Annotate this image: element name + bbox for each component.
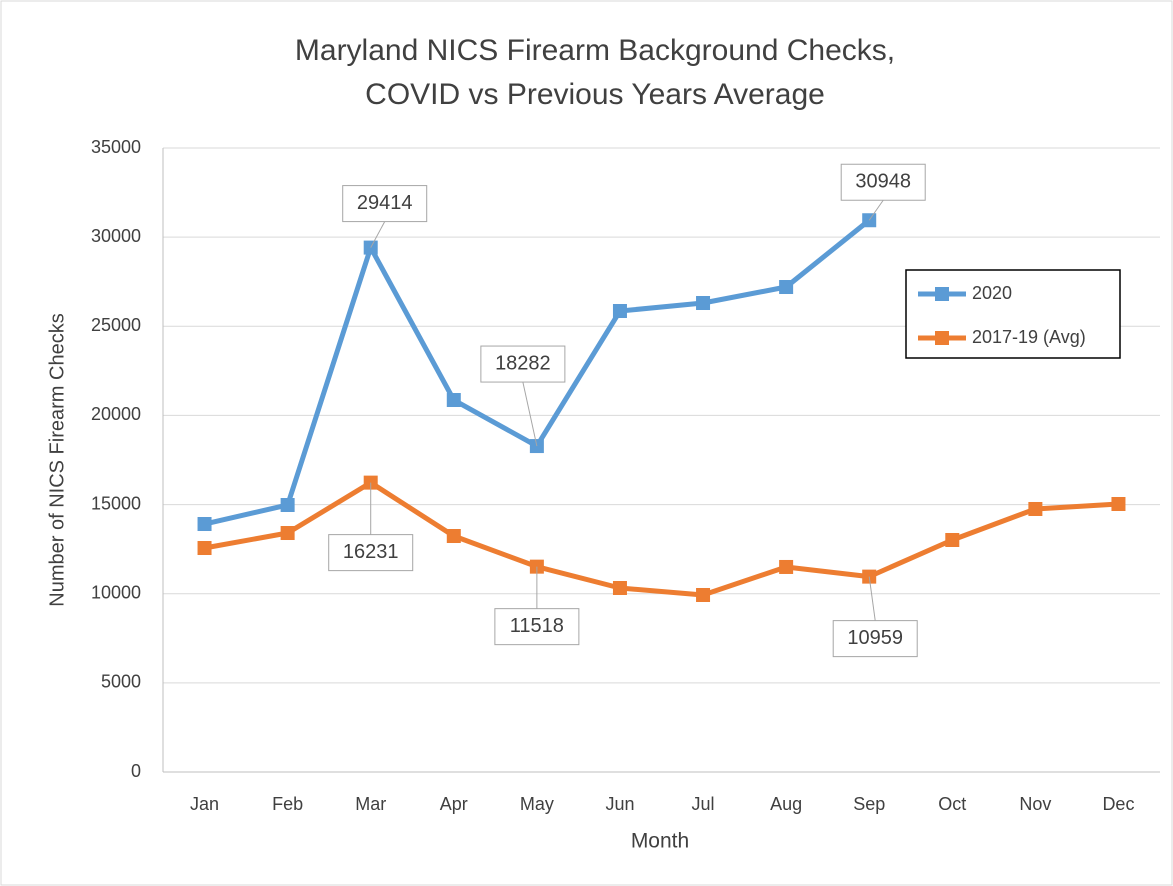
x-tick-label: Oct <box>938 794 966 814</box>
point-marker <box>612 304 627 319</box>
data-label: 11518 <box>510 615 564 637</box>
x-tick-label: Feb <box>272 794 303 814</box>
point-marker <box>1111 497 1126 512</box>
data-label-box <box>328 534 414 572</box>
x-tick-label: Apr <box>440 794 468 814</box>
callout-line <box>370 221 386 248</box>
y-axis-label: Number of NICS Firearm Checks <box>46 313 68 606</box>
data-label: 29414 <box>357 192 413 214</box>
point-marker <box>696 587 711 602</box>
data-label: 10959 <box>847 627 903 649</box>
data-label-box <box>832 620 918 658</box>
y-tick-label: 30000 <box>91 226 141 246</box>
point-marker <box>197 517 212 532</box>
plot-area <box>163 148 1160 772</box>
data-label-box <box>494 608 580 646</box>
x-tick-label: Jun <box>605 794 634 814</box>
data-label-box <box>342 185 428 223</box>
legend-marker <box>935 287 949 301</box>
y-tick-label: 0 <box>131 761 141 781</box>
x-tick-label: Jan <box>190 794 219 814</box>
x-tick-label: Dec <box>1102 794 1134 814</box>
data-label-box <box>840 163 926 201</box>
legend-label: 2017-19 (Avg) <box>972 327 1086 347</box>
point-marker <box>446 529 461 544</box>
point-marker <box>446 393 461 408</box>
x-tick-label: Nov <box>1019 794 1051 814</box>
callout-line <box>522 381 538 447</box>
y-tick-label: 20000 <box>91 404 141 424</box>
legend-label: 2020 <box>972 283 1012 303</box>
point-marker <box>612 580 627 595</box>
x-tick-label: May <box>520 794 554 814</box>
point-marker <box>280 497 295 512</box>
chart-title: COVID vs Previous Years Average <box>365 78 825 111</box>
callout-line <box>868 576 876 621</box>
data-label: 18282 <box>495 352 551 374</box>
data-label-box <box>480 345 566 383</box>
point-marker <box>779 559 794 574</box>
point-marker <box>1028 501 1043 516</box>
point-marker <box>779 280 794 295</box>
data-label: 16231 <box>343 541 399 563</box>
point-marker <box>280 526 295 541</box>
x-tick-label: Mar <box>355 794 386 814</box>
x-tick-label: Sep <box>853 794 885 814</box>
data-label: 30948 <box>855 171 911 193</box>
y-tick-label: 5000 <box>101 672 141 692</box>
y-tick-label: 35000 <box>91 137 141 157</box>
point-marker <box>945 532 960 547</box>
y-tick-label: 10000 <box>91 582 141 602</box>
y-tick-label: 25000 <box>91 315 141 335</box>
point-marker <box>197 541 212 556</box>
x-tick-label: Aug <box>770 794 802 814</box>
callout-line <box>868 199 884 221</box>
x-axis-label: Month <box>631 830 689 853</box>
point-marker <box>696 296 711 311</box>
y-tick-label: 15000 <box>91 493 141 513</box>
x-tick-label: Jul <box>692 794 715 814</box>
chart-title: Maryland NICS Firearm Background Checks, <box>295 34 895 67</box>
series-line <box>204 480 1119 598</box>
legend-marker <box>935 331 949 345</box>
